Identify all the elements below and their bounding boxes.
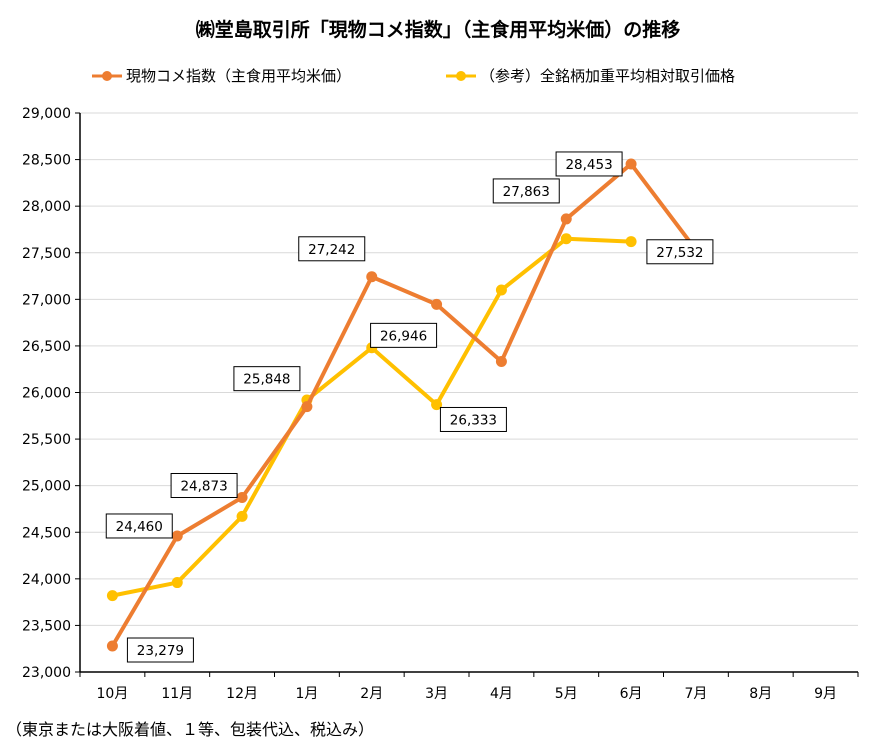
data-point-series-1 [431, 298, 443, 310]
data-label-box [126, 637, 194, 663]
y-axis: 23,000 23,500 24,000 24,500 25,000 25,500 26,0… [22, 106, 80, 681]
y-tick-label: 27,500 [22, 246, 71, 262]
data-label-box [492, 178, 560, 204]
data-label-box [298, 236, 366, 262]
series-line-2 [112, 236, 632, 598]
x-tick-label: 5月 [555, 686, 578, 702]
y-tick-label: 24,500 [22, 525, 71, 541]
y-tick-label: 26,500 [22, 339, 71, 355]
x-tick-label: 9月 [814, 686, 837, 702]
y-tick-label: 28,500 [22, 153, 71, 169]
data-point-series-2 [236, 510, 248, 522]
y-tick-label: 25,000 [22, 479, 71, 495]
data-label-box [439, 406, 507, 432]
data-point-series-2 [431, 399, 443, 411]
data-labels-layer: 23,279 24,460 24,873 25,848 27,242 26,946 26,3… [105, 151, 714, 663]
x-tick-label: 10月 [97, 686, 129, 702]
data-label: 23,279 [137, 643, 184, 659]
x-axis: 10月 11月 12月 1月 2月 3月 4月 5月 6月 7月 8月 9月 [79, 671, 859, 702]
data-point-series-1 [560, 213, 572, 225]
series-line-1 [110, 161, 698, 648]
data-label: 24,460 [116, 519, 163, 535]
y-tick-label: 23,000 [22, 665, 71, 681]
legend-marker-series-2 [456, 71, 466, 81]
data-point-series-1 [236, 491, 248, 503]
gridlines [80, 112, 858, 626]
data-point-series-2 [106, 590, 118, 602]
chart-title: ㈱堂島取引所「現物コメ指数」（主食用平均米価）の推移 [196, 18, 681, 41]
data-point-series-1 [625, 158, 637, 170]
data-point-series-2 [625, 236, 637, 248]
y-tick-label: 26,000 [22, 386, 71, 402]
x-tick-label: 7月 [684, 686, 707, 702]
data-label: 24,873 [180, 478, 227, 494]
data-point-series-1 [366, 271, 378, 283]
data-label-box [233, 366, 301, 392]
data-label-box [646, 239, 714, 265]
y-tick-label: 24,000 [22, 572, 71, 588]
data-label: 26,333 [450, 412, 497, 428]
x-tick-label: 8月 [749, 686, 772, 702]
data-point-series-2 [495, 284, 507, 296]
data-point-series-1 [301, 401, 313, 413]
data-label: 27,242 [308, 242, 355, 258]
data-label: 27,532 [656, 245, 703, 261]
x-tick-label: 3月 [425, 686, 448, 702]
y-tick-label: 29,000 [22, 106, 71, 122]
data-point-series-1 [495, 355, 507, 367]
x-tick-label: 12月 [226, 686, 258, 702]
x-tick-label: 11月 [161, 686, 193, 702]
y-tick-label: 27,000 [22, 292, 71, 308]
data-point-series-2 [560, 233, 572, 245]
data-label: 26,946 [380, 328, 427, 344]
x-tick-label: 1月 [295, 686, 318, 702]
data-point-series-1 [106, 640, 118, 652]
data-label-box [555, 151, 623, 177]
data-label: 28,453 [565, 157, 612, 173]
y-tick-label: 28,000 [22, 199, 71, 215]
data-label: 27,863 [503, 184, 550, 200]
footnote: （東京または大阪着値、１等、包装代込、税込み） [6, 720, 375, 739]
data-label-box [170, 472, 238, 498]
legend-label-series-1: 現物コメ指数（主食用平均米価） [126, 67, 351, 85]
data-label-box [105, 513, 173, 539]
y-tick-label: 23,500 [22, 618, 71, 634]
legend: 現物コメ指数（主食用平均米価） （参考）全銘柄加重平均相対取引価格 [92, 67, 735, 85]
x-tick-label: 4月 [490, 686, 513, 702]
y-tick-label: 25,500 [22, 432, 71, 448]
data-label: 25,848 [243, 372, 290, 388]
legend-label-series-2: （参考）全銘柄加重平均相対取引価格 [480, 67, 735, 85]
data-label-box [370, 322, 438, 348]
data-point-series-1 [171, 530, 183, 542]
legend-marker-series-1 [102, 71, 112, 81]
x-tick-label: 2月 [360, 686, 383, 702]
series-layer [106, 158, 702, 652]
data-point-series-2 [171, 577, 183, 589]
x-tick-label: 6月 [620, 686, 643, 702]
